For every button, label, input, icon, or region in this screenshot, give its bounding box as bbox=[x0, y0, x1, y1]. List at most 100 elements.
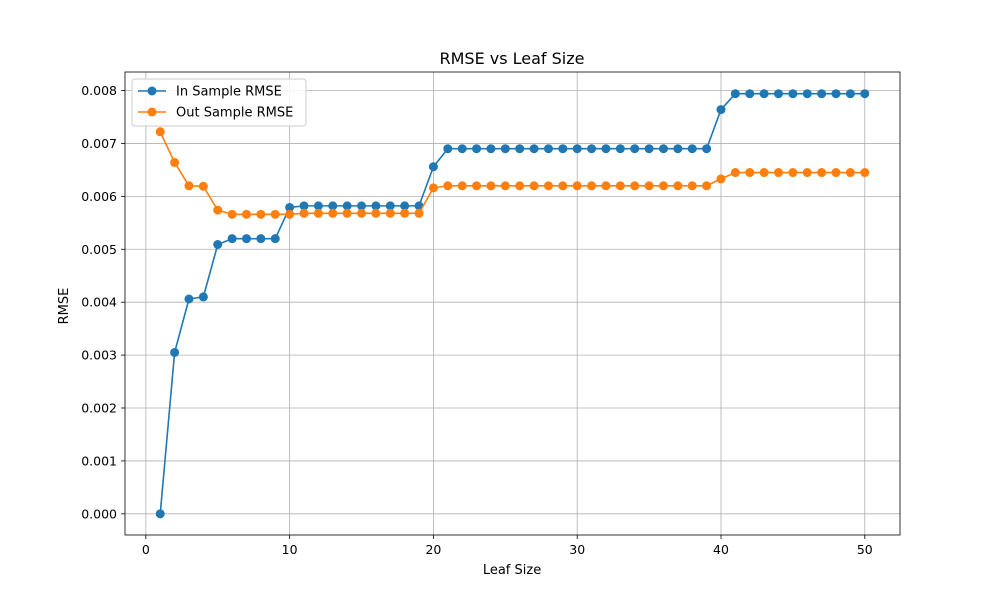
data-point-in-sample bbox=[615, 144, 625, 154]
data-point-in-sample bbox=[457, 144, 467, 154]
legend-frame bbox=[131, 78, 307, 127]
data-point-out-sample bbox=[615, 181, 625, 191]
x-axis-label: Leaf Size bbox=[483, 563, 541, 578]
data-point-out-sample bbox=[184, 181, 194, 191]
series-layer bbox=[155, 89, 870, 519]
legend: In Sample RMSE Out Sample RMSE bbox=[131, 78, 307, 127]
data-point-in-sample bbox=[285, 202, 295, 212]
data-point-in-sample bbox=[759, 89, 769, 99]
grid bbox=[125, 72, 900, 535]
data-point-out-sample bbox=[687, 181, 697, 191]
data-point-in-sample bbox=[213, 240, 223, 249]
data-point-in-sample bbox=[270, 234, 280, 244]
data-point-out-sample bbox=[170, 157, 180, 167]
data-point-in-sample bbox=[644, 144, 654, 154]
data-point-out-sample bbox=[500, 181, 510, 191]
data-point-out-sample bbox=[155, 127, 165, 137]
data-point-out-sample bbox=[457, 181, 467, 191]
series-in-sample bbox=[155, 89, 870, 519]
data-point-in-sample bbox=[184, 294, 194, 304]
data-point-out-sample bbox=[802, 168, 812, 178]
data-point-in-sample bbox=[730, 89, 740, 99]
x-tick-label: 20 bbox=[425, 542, 441, 557]
data-point-in-sample bbox=[515, 144, 525, 154]
y-tick-label: 0.005 bbox=[81, 242, 117, 257]
y-tick-label: 0.004 bbox=[81, 295, 117, 310]
data-point-out-sample bbox=[673, 181, 683, 191]
data-point-in-sample bbox=[543, 144, 553, 154]
y-tick-label: 0.008 bbox=[81, 83, 117, 98]
data-point-out-sample bbox=[486, 181, 496, 191]
data-point-in-sample bbox=[817, 89, 827, 99]
data-point-in-sample bbox=[357, 201, 367, 211]
y-tick-label: 0.003 bbox=[81, 348, 117, 363]
data-point-out-sample bbox=[242, 209, 251, 219]
data-point-out-sample bbox=[472, 181, 482, 191]
data-point-in-sample bbox=[702, 144, 712, 154]
data-point-out-sample bbox=[774, 168, 783, 178]
data-point-out-sample bbox=[213, 205, 223, 215]
x-tick-label: 0 bbox=[142, 542, 150, 557]
data-point-out-sample bbox=[587, 181, 597, 191]
data-point-out-sample bbox=[299, 208, 309, 218]
data-point-out-sample bbox=[845, 168, 855, 178]
data-point-out-sample bbox=[198, 181, 208, 191]
data-point-in-sample bbox=[774, 89, 783, 99]
data-point-out-sample bbox=[658, 181, 668, 191]
data-point-in-sample bbox=[601, 144, 611, 154]
x-tick-label: 30 bbox=[569, 542, 585, 557]
data-point-out-sample bbox=[716, 174, 726, 184]
data-point-out-sample bbox=[414, 208, 424, 218]
data-point-in-sample bbox=[558, 144, 568, 154]
legend-marker-out-sample bbox=[147, 107, 157, 117]
data-point-out-sample bbox=[227, 209, 237, 219]
x-tick-label: 40 bbox=[713, 542, 729, 557]
x-axis: 0 10 20 30 40 50 bbox=[142, 535, 873, 557]
data-point-in-sample bbox=[831, 89, 841, 99]
y-tick-label: 0.000 bbox=[81, 506, 117, 521]
y-tick-label: 0.001 bbox=[81, 453, 117, 468]
data-point-out-sample bbox=[313, 208, 323, 218]
data-point-in-sample bbox=[155, 509, 165, 519]
data-point-out-sample bbox=[788, 168, 798, 178]
data-point-out-sample bbox=[745, 168, 755, 178]
data-point-out-sample bbox=[860, 168, 870, 178]
chart-title: RMSE vs Leaf Size bbox=[439, 49, 584, 68]
data-point-in-sample bbox=[299, 201, 309, 211]
data-point-in-sample bbox=[198, 292, 208, 302]
data-point-in-sample bbox=[242, 234, 251, 244]
data-point-out-sample bbox=[730, 168, 740, 178]
data-point-out-sample bbox=[558, 181, 568, 191]
y-axis-label: RMSE bbox=[57, 288, 72, 325]
data-point-out-sample bbox=[443, 181, 453, 191]
data-point-out-sample bbox=[256, 209, 266, 219]
data-point-out-sample bbox=[759, 168, 769, 178]
data-point-out-sample bbox=[270, 209, 280, 219]
data-point-out-sample bbox=[385, 208, 395, 218]
data-point-in-sample bbox=[500, 144, 510, 154]
x-tick-label: 50 bbox=[857, 542, 873, 557]
data-point-in-sample bbox=[400, 201, 410, 211]
data-point-out-sample bbox=[400, 208, 410, 218]
data-point-in-sample bbox=[256, 234, 266, 244]
y-tick-label: 0.002 bbox=[81, 401, 117, 416]
data-point-in-sample bbox=[486, 144, 496, 154]
data-point-out-sample bbox=[601, 181, 611, 191]
data-point-out-sample bbox=[702, 181, 712, 191]
data-point-in-sample bbox=[328, 201, 338, 211]
data-point-in-sample bbox=[313, 201, 323, 211]
data-point-out-sample bbox=[328, 208, 338, 218]
data-point-out-sample bbox=[543, 181, 553, 191]
data-point-in-sample bbox=[371, 201, 381, 211]
series-out-sample bbox=[155, 127, 870, 219]
y-axis: 0.000 0.001 0.002 0.003 0.004 0.005 0.006 0.007… bbox=[81, 83, 125, 521]
data-point-out-sample bbox=[428, 183, 438, 193]
data-point-in-sample bbox=[472, 144, 482, 154]
data-point-out-sample bbox=[357, 208, 367, 218]
y-tick-label: 0.007 bbox=[81, 136, 117, 151]
data-point-out-sample bbox=[572, 181, 582, 191]
data-point-in-sample bbox=[716, 105, 726, 115]
x-tick-label: 10 bbox=[282, 542, 298, 557]
data-point-in-sample bbox=[342, 201, 352, 211]
data-point-in-sample bbox=[587, 144, 597, 154]
